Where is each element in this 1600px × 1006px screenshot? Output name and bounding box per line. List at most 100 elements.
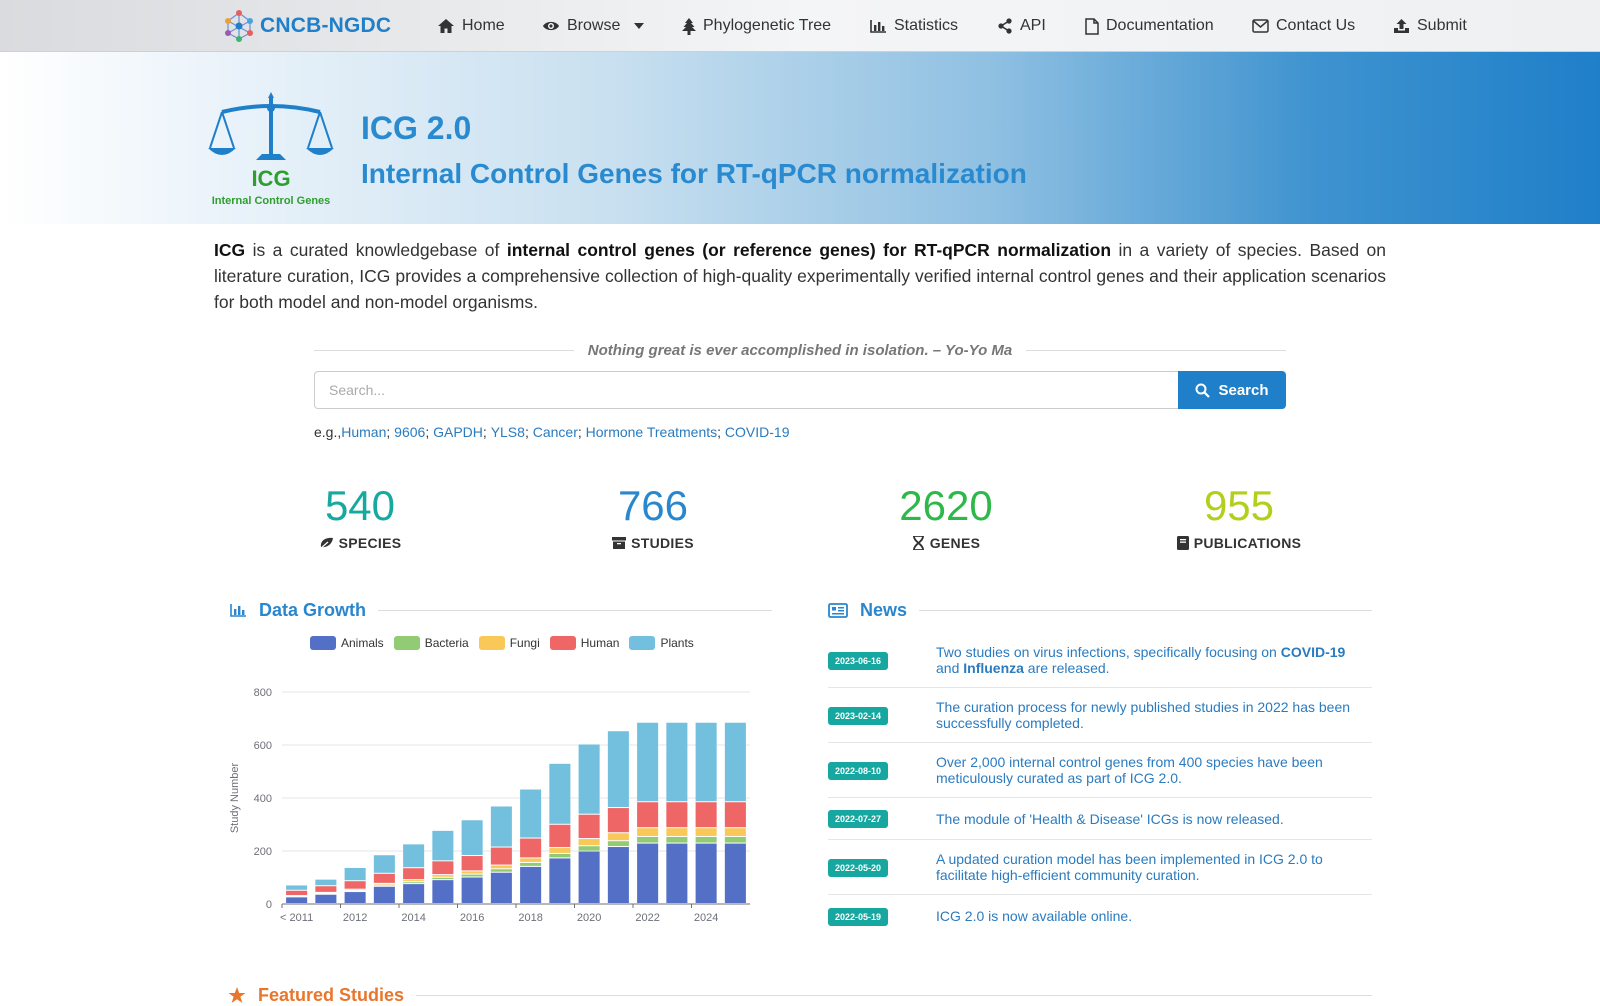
quote-row: Nothing great is ever accomplished in is… [314,340,1286,360]
network-logo-icon [222,9,256,43]
brand-text: CNCB-NGDC [260,14,391,38]
stat-studies[interactable]: 766 STUDIES [553,484,753,551]
legend-item-human[interactable]: Human [550,636,620,650]
example-link-gapdh[interactable]: GAPDH [433,424,483,440]
nav-api[interactable]: API [997,0,1046,52]
news-link[interactable]: The curation process for newly published… [936,699,1372,731]
bar-segment-bacteria [696,837,717,843]
legend-item-plants[interactable]: Plants [629,636,693,650]
news-link[interactable]: Over 2,000 internal control genes from 4… [936,754,1372,786]
news-header: News [828,597,1372,623]
bar-segment-fungi [608,833,629,840]
bar-segment-fungi [403,880,424,881]
chart-legend: Animals Bacteria Fungi Human Plants [310,636,694,650]
bar-segment-fungi [432,875,453,877]
search-examples: e.g., Human; 9606; GAPDH; YLS8; Cancer; … [314,424,790,440]
stat-genes[interactable]: 2620 GENES [846,484,1046,551]
search-icon [1195,383,1210,398]
featured-studies-header: Featured Studies [228,985,1372,1006]
legend-label: Human [581,636,620,650]
bar-segment-plants [725,723,746,802]
bar-segment-fungi [666,828,687,836]
news-link[interactable]: The module of 'Health & Disease' ICGs is… [936,811,1304,827]
data-growth-title: Data Growth [259,600,366,621]
bar-segment-animals [696,844,717,903]
x-tick-label: 2024 [694,912,718,924]
bar-segment-bacteria [403,882,424,883]
book-icon [1177,536,1189,550]
legend-swatch [394,636,420,650]
bar-segment-plants [696,723,717,802]
data-growth-header: Data Growth [230,597,772,623]
bar-segment-human [491,848,512,865]
x-tick-label: 2012 [343,912,367,924]
top-navbar: CNCB-NGDC Home Browse Phylogenetic Tree … [0,0,1600,52]
bar-segment-fungi [462,871,483,873]
y-tick-label: 600 [254,740,272,752]
featured-studies-title: Featured Studies [258,985,404,1006]
upload-icon [1393,18,1410,34]
nav-documentation[interactable]: Documentation [1085,0,1214,52]
bar-segment-animals [520,867,541,903]
bar-segment-plants [374,855,395,873]
nav-submit[interactable]: Submit [1393,0,1467,52]
nav-browse-dropdown[interactable]: Browse [542,0,645,52]
bar-segment-human [696,802,717,827]
example-link-yls8[interactable]: YLS8 [491,424,525,440]
x-tick-label: 2020 [577,912,601,924]
caret-down-icon [633,22,645,30]
stat-species[interactable]: 540 SPECIES [260,484,460,551]
example-link-9606[interactable]: 9606 [394,424,425,440]
example-link-hormone-treatments[interactable]: Hormone Treatments [586,424,718,440]
stat-publications[interactable]: 955 PUBLICATIONS [1139,484,1339,551]
bar-segment-human [637,802,658,827]
bar-segment-fungi [725,828,746,836]
nav-home[interactable]: Home [437,0,505,52]
bar-segment-bacteria [608,841,629,846]
star-icon [228,987,246,1004]
search-input[interactable] [314,371,1179,409]
news-item: 2022-07-27 The module of 'Health & Disea… [828,798,1372,840]
example-link-human[interactable]: Human [341,424,386,440]
divider [1026,350,1286,351]
bar-segment-animals [637,844,658,903]
news-date-badge: 2022-05-20 [828,859,888,877]
bar-segment-bacteria [725,837,746,843]
bar-segment-human [345,881,366,888]
intro-text-1: is a curated knowledgebase of [245,240,507,260]
x-tick-label: 2014 [401,912,425,924]
svg-text:Internal Control Genes: Internal Control Genes [212,195,331,207]
example-link-cancer[interactable]: Cancer [533,424,578,440]
icg-scales-logo: ICG Internal Control Genes [206,90,336,208]
legend-item-fungi[interactable]: Fungi [479,636,540,650]
news-link[interactable]: A updated curation model has been implem… [936,851,1372,883]
nav-browse-label: Browse [567,17,620,35]
search-button[interactable]: Search [1178,371,1286,409]
hero-banner: ICG Internal Control Genes [0,52,1600,224]
nav-contact-us[interactable]: Contact Us [1252,0,1355,52]
bar-segment-human [374,874,395,883]
legend-swatch [550,636,576,650]
example-link-covid-19[interactable]: COVID-19 [725,424,790,440]
legend-item-animals[interactable]: Animals [310,636,384,650]
bar-segment-plants [666,723,687,802]
bar-segment-plants [520,790,541,838]
bar-segment-bacteria [666,837,687,843]
nav-phylogenetic-tree[interactable]: Phylogenetic Tree [682,0,831,52]
divider [919,610,1372,611]
eye-icon [542,19,560,33]
y-axis-label: Study Number [229,763,241,834]
search-button-label: Search [1218,382,1268,399]
divider [314,350,574,351]
stat-studies-value: 766 [553,484,753,528]
news-link[interactable]: ICG 2.0 is now available online. [936,908,1152,924]
brand-link[interactable]: CNCB-NGDC [222,8,391,44]
bar-chart-icon [230,603,247,617]
news-list: 2023-06-16 Two studies on virus infectio… [828,633,1372,937]
bar-segment-animals [403,884,424,903]
nav-statistics[interactable]: Statistics [870,0,958,52]
news-link[interactable]: Two studies on virus infections, specifi… [936,644,1372,676]
legend-item-bacteria[interactable]: Bacteria [394,636,469,650]
stat-species-value: 540 [260,484,460,528]
